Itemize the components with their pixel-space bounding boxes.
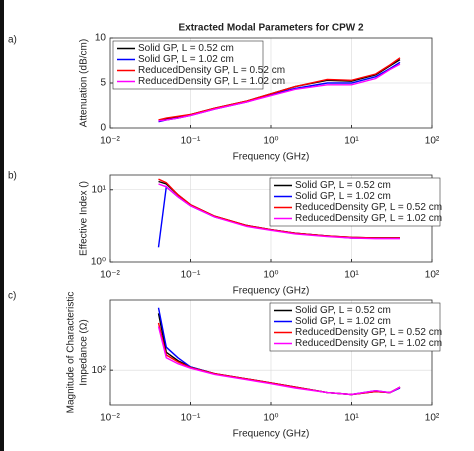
legend-label: ReducedDensity GP, L = 1.02 cm xyxy=(295,213,442,224)
legend-label: Solid GP, L = 0.52 cm xyxy=(295,180,391,191)
left-edge xyxy=(0,0,4,451)
x-tick-label: 10⁰ xyxy=(263,413,278,424)
y-tick-label: 10¹ xyxy=(92,184,107,195)
chart-title: Extracted Modal Parameters for CPW 2 xyxy=(178,23,363,34)
y-axis-label: Impedance (Ω) xyxy=(79,319,90,385)
y-axis-label: Effective Index () xyxy=(79,181,90,256)
legend-box xyxy=(112,40,264,90)
y-tick-label: 10⁰ xyxy=(91,257,106,268)
legend-label: ReducedDensity GP, L = 0.52 cm xyxy=(295,327,442,338)
y-tick-label: 10 xyxy=(95,33,107,44)
series-line xyxy=(158,57,401,121)
x-tick-label: 10² xyxy=(425,136,440,147)
x-tick-label: 10¹ xyxy=(344,413,359,424)
series-line xyxy=(158,183,400,240)
legend-label: Solid GP, L = 1.02 cm xyxy=(138,54,234,65)
series-line xyxy=(157,326,401,396)
y-axis-label: Attenuation (dB/cm) xyxy=(79,39,90,127)
legend-label: ReducedDensity GP, L = 1.02 cm xyxy=(295,338,442,349)
panel-label: b) xyxy=(8,171,17,182)
x-axis-label: Frequency (GHz) xyxy=(233,152,310,163)
y-tick-label: 10² xyxy=(92,365,107,376)
legend-box xyxy=(269,302,441,352)
y-tick-label: 5 xyxy=(100,78,106,89)
legend-label: Solid GP, L = 0.52 cm xyxy=(295,305,391,316)
y-tick-label: 0 xyxy=(100,123,106,134)
legend-label: Solid GP, L = 1.02 cm xyxy=(295,191,391,202)
series-line xyxy=(158,63,401,122)
legend-label: ReducedDensity GP, L = 0.52 cm xyxy=(295,202,442,213)
x-tick-label: 10² xyxy=(425,413,440,424)
x-tick-label: 10⁻² xyxy=(100,413,120,424)
x-tick-label: 10⁰ xyxy=(263,270,278,281)
legend-label: Solid GP, L = 1.02 cm xyxy=(295,316,391,327)
panel-label: a) xyxy=(8,35,17,46)
legend-label: ReducedDensity GP, L = 1.02 cm xyxy=(138,76,285,87)
y-axis-label: Magnitude of Characteristic xyxy=(66,292,77,414)
legend-label: Solid GP, L = 0.52 cm xyxy=(138,43,234,54)
x-tick-label: 10⁻¹ xyxy=(181,270,201,281)
legend-box xyxy=(269,177,441,227)
x-axis-label: Frequency (GHz) xyxy=(233,429,310,440)
x-tick-label: 10¹ xyxy=(344,136,359,147)
plot-frame xyxy=(109,37,433,129)
legend-label: ReducedDensity GP, L = 0.52 cm xyxy=(138,65,285,76)
x-tick-label: 10² xyxy=(425,270,440,281)
panel-label: c) xyxy=(8,291,16,302)
x-tick-label: 10⁻¹ xyxy=(181,413,201,424)
plot-frame xyxy=(109,299,433,406)
x-tick-label: 10⁻¹ xyxy=(181,136,201,147)
series-line xyxy=(157,322,401,396)
x-tick-label: 10⁻² xyxy=(100,270,120,281)
x-tick-label: 10⁻² xyxy=(100,136,120,147)
x-tick-label: 10⁰ xyxy=(263,136,278,147)
x-tick-label: 10¹ xyxy=(344,270,359,281)
x-axis-label: Frequency (GHz) xyxy=(233,286,310,297)
